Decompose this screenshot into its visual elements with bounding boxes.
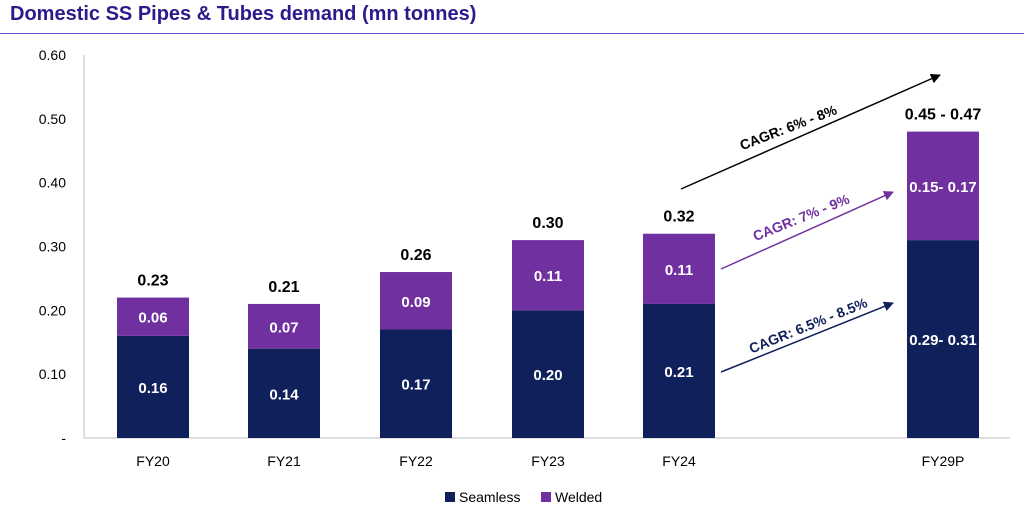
data-label-welded: 0.15- 0.17 — [909, 179, 977, 196]
data-label-welded: 0.07 — [269, 319, 298, 336]
bar-welded — [643, 233, 715, 304]
x-tick-label: FY20 — [136, 453, 170, 469]
legend-swatch-welded — [541, 492, 551, 502]
legend-label-welded: Welded — [555, 489, 602, 505]
data-label-seamless: 0.14 — [269, 386, 299, 403]
bar-welded — [907, 131, 979, 241]
data-label-seamless: 0.29- 0.31 — [909, 332, 977, 349]
bar-seamless — [643, 303, 715, 438]
data-label-welded: 0.09 — [401, 294, 430, 311]
x-tick-label: FY22 — [399, 453, 433, 469]
cagr-total-arrow — [680, 74, 941, 190]
bar-welded — [248, 303, 320, 349]
x-tick-label: FY23 — [531, 453, 565, 469]
data-label-total: 0.32 — [663, 209, 694, 226]
bar-welded — [380, 272, 452, 330]
data-label-total: 0.21 — [268, 279, 299, 296]
data-label-seamless: 0.20 — [533, 367, 562, 384]
data-label-seamless: 0.16 — [138, 380, 167, 397]
title-divider — [0, 33, 1024, 34]
chart-title: Domestic SS Pipes & Tubes demand (mn ton… — [10, 3, 477, 25]
bar-seamless — [907, 240, 979, 438]
y-tick-label: 0.50 — [39, 111, 66, 127]
bar-welded — [512, 240, 584, 311]
y-tick-label: 0.20 — [39, 302, 66, 318]
data-label-welded: 0.11 — [665, 262, 693, 279]
legend-label-seamless: Seamless — [459, 489, 520, 505]
bar-seamless — [512, 310, 584, 438]
bar-seamless — [117, 335, 189, 438]
cagr-seamless-arrow — [720, 301, 894, 373]
bar-seamless — [380, 329, 452, 438]
legend-swatch-seamless — [445, 492, 455, 502]
data-label-total: 0.45 - 0.47 — [905, 107, 982, 124]
data-label-welded: 0.11 — [534, 268, 562, 285]
x-tick-label: FY29P — [922, 453, 965, 469]
y-tick-label: 0.10 — [39, 366, 66, 382]
data-label-total: 0.26 — [400, 247, 431, 264]
data-label-seamless: 0.17 — [401, 377, 430, 394]
data-label-welded: 0.06 — [138, 310, 167, 327]
bar-seamless — [248, 348, 320, 438]
x-tick-label: FY21 — [267, 453, 301, 469]
y-tick-label: 0.30 — [39, 239, 66, 255]
y-tick-label: - — [61, 430, 66, 446]
bar-welded — [117, 297, 189, 336]
y-tick-label: 0.40 — [39, 175, 66, 191]
data-label-seamless: 0.21 — [664, 364, 693, 381]
y-tick-label: 0.60 — [39, 47, 66, 63]
cagr-seamless-label: CAGR: 6.5% - 8.5% — [747, 294, 870, 356]
data-label-total: 0.23 — [137, 273, 168, 290]
x-tick-label: FY24 — [662, 453, 696, 469]
cagr-welded-arrow — [720, 191, 894, 270]
data-label-total: 0.30 — [532, 215, 563, 232]
cagr-total-label: CAGR: 6% - 8% — [737, 101, 839, 153]
